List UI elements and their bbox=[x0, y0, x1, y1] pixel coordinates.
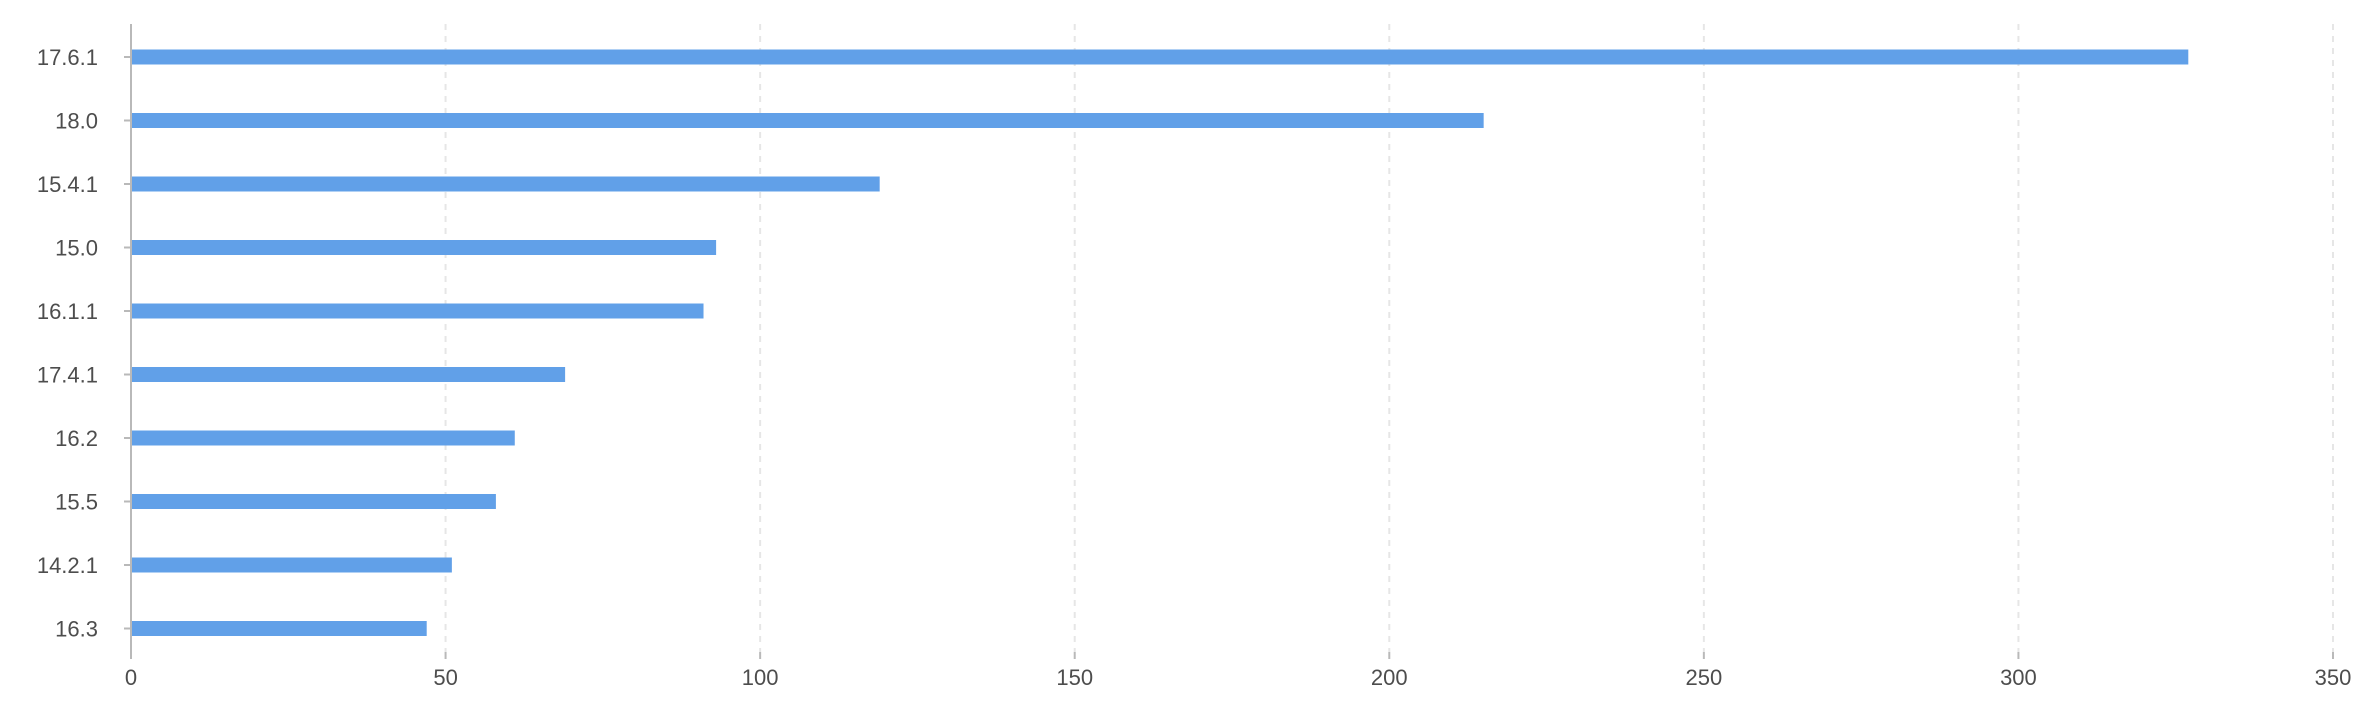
bar-16.3 bbox=[131, 621, 427, 636]
gridlines bbox=[444, 24, 2334, 652]
bar-16.1.1 bbox=[131, 303, 704, 319]
bar-16.2 bbox=[131, 430, 515, 446]
category-label: 16.3 bbox=[55, 617, 98, 642]
x-tick-label: 50 bbox=[433, 665, 457, 690]
bar-14.2.1 bbox=[131, 557, 452, 573]
bars bbox=[131, 49, 2189, 636]
x-tick-label: 150 bbox=[1056, 665, 1093, 690]
x-tick-label: 100 bbox=[742, 665, 779, 690]
x-tick-label: 0 bbox=[125, 665, 137, 690]
category-label: 16.2 bbox=[55, 426, 98, 451]
category-label: 15.0 bbox=[55, 236, 98, 261]
category-label: 17.6.1 bbox=[37, 45, 98, 70]
category-label: 15.4.1 bbox=[37, 172, 98, 197]
axis-labels: 0 50 100 150 200 250 300 350 17.6.1 18.0 15.4.1 15.… bbox=[37, 45, 2352, 690]
bar-15.0 bbox=[131, 240, 717, 255]
bar-18.0 bbox=[131, 113, 1484, 128]
x-tick-label: 350 bbox=[2315, 665, 2352, 690]
x-tick-label: 250 bbox=[1685, 665, 1722, 690]
category-label: 15.5 bbox=[55, 490, 98, 515]
x-tick-label: 200 bbox=[1371, 665, 1408, 690]
axes bbox=[124, 24, 2334, 659]
bar-15.5 bbox=[131, 494, 496, 509]
category-label: 17.4.1 bbox=[37, 363, 98, 388]
bar-17.6.1 bbox=[131, 49, 2189, 65]
category-label: 18.0 bbox=[55, 109, 98, 134]
category-label: 16.1.1 bbox=[37, 299, 98, 324]
x-tick-label: 300 bbox=[2000, 665, 2037, 690]
bar-17.4.1 bbox=[131, 367, 566, 382]
category-label: 14.2.1 bbox=[37, 553, 98, 578]
bar-15.4.1 bbox=[131, 176, 880, 192]
